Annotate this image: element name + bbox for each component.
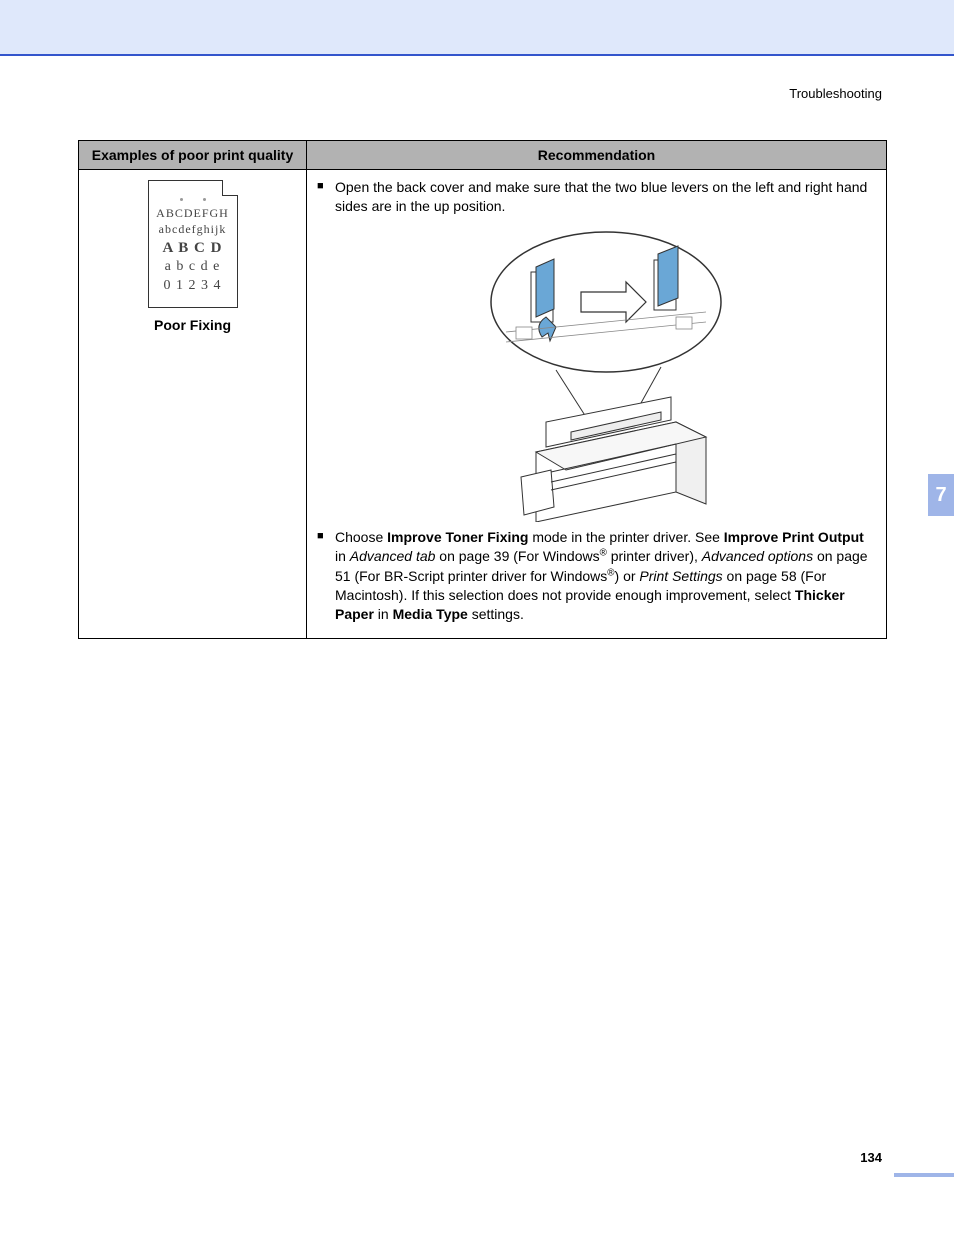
- sample-line: ABCDEFGH: [149, 205, 237, 221]
- sample-line: abcdefghijk: [149, 221, 237, 237]
- footer-bar: [0, 1173, 954, 1177]
- sample-line: a b c d e: [149, 258, 237, 277]
- footer-accent: [894, 1173, 954, 1177]
- recommendation-item: Choose Improve Toner Fixing mode in the …: [317, 528, 876, 624]
- sample-line: A B C D: [149, 238, 237, 258]
- troubleshoot-table: Examples of poor print quality Recommend…: [78, 140, 887, 639]
- top-band: [0, 0, 954, 54]
- rec-text: Open the back cover and make sure that t…: [335, 179, 867, 214]
- recommendation-cell: Open the back cover and make sure that t…: [307, 170, 887, 639]
- col-header-recommendation: Recommendation: [307, 141, 887, 170]
- chapter-tab: 7: [928, 474, 954, 516]
- section-title: Troubleshooting: [789, 86, 882, 101]
- sample-line: 0 1 2 3 4: [149, 277, 237, 296]
- main-content: Examples of poor print quality Recommend…: [78, 140, 886, 639]
- example-label: Poor Fixing: [89, 316, 296, 335]
- example-cell: ABCDEFGH abcdefghijk A B C D a b c d e 0…: [79, 170, 307, 639]
- printer-illustration: [335, 222, 876, 522]
- page-number: 134: [860, 1150, 882, 1165]
- recommendation-item: Open the back cover and make sure that t…: [317, 178, 876, 522]
- col-header-examples: Examples of poor print quality: [79, 141, 307, 170]
- top-rule: [0, 54, 954, 56]
- sample-page-icon: ABCDEFGH abcdefghijk A B C D a b c d e 0…: [148, 180, 238, 308]
- rec-text: Choose Improve Toner Fixing mode in the …: [335, 529, 868, 622]
